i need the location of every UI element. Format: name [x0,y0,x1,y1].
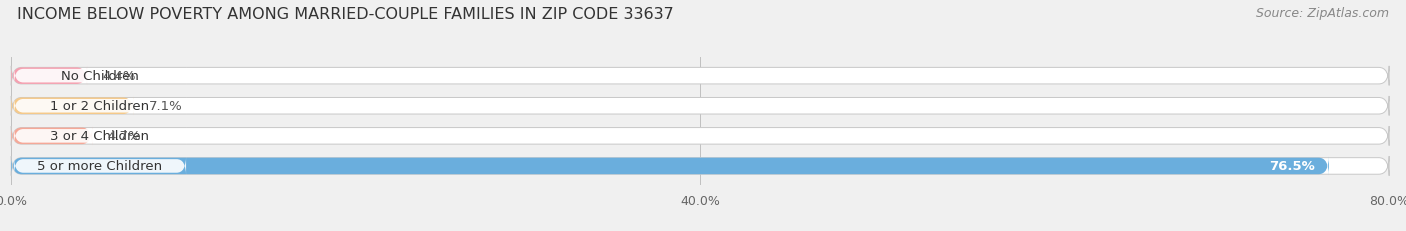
FancyBboxPatch shape [11,156,1389,176]
FancyBboxPatch shape [11,97,134,116]
FancyBboxPatch shape [11,127,93,146]
FancyBboxPatch shape [11,97,1389,116]
Text: No Children: No Children [60,70,139,83]
Text: 3 or 4 Children: 3 or 4 Children [51,130,149,143]
FancyBboxPatch shape [11,67,1389,86]
FancyBboxPatch shape [14,156,186,176]
FancyBboxPatch shape [11,127,1389,146]
FancyBboxPatch shape [11,67,87,86]
Text: 1 or 2 Children: 1 or 2 Children [51,100,149,113]
Text: 7.1%: 7.1% [149,100,183,113]
Text: Source: ZipAtlas.com: Source: ZipAtlas.com [1256,7,1389,20]
Text: 5 or more Children: 5 or more Children [38,160,163,173]
FancyBboxPatch shape [14,97,186,116]
FancyBboxPatch shape [14,67,186,86]
FancyBboxPatch shape [11,156,1329,176]
Text: INCOME BELOW POVERTY AMONG MARRIED-COUPLE FAMILIES IN ZIP CODE 33637: INCOME BELOW POVERTY AMONG MARRIED-COUPL… [17,7,673,22]
Text: 76.5%: 76.5% [1270,160,1315,173]
FancyBboxPatch shape [14,127,186,146]
Text: 4.4%: 4.4% [103,70,136,83]
Text: 4.7%: 4.7% [108,130,142,143]
